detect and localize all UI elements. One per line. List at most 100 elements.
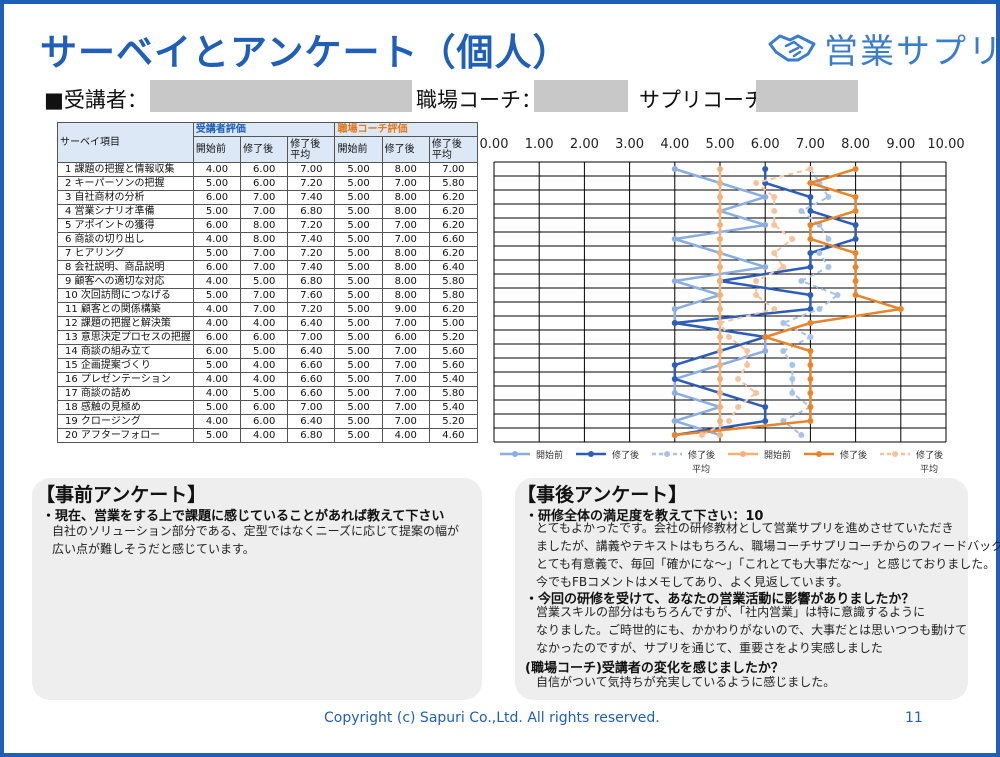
survey-item: 5 アポイントの獲得 bbox=[57, 218, 194, 233]
score-cell: 5.80 bbox=[428, 288, 479, 303]
score-cell: 8.00 bbox=[240, 218, 289, 233]
score-cell: 5.00 bbox=[334, 316, 383, 331]
score-cell: 8.00 bbox=[381, 274, 430, 289]
score-cell: 5.00 bbox=[192, 246, 242, 261]
score-cell: 5.00 bbox=[334, 232, 383, 247]
series-line-1 bbox=[673, 169, 857, 437]
survey-item: 9 顧客への適切な対応 bbox=[57, 274, 194, 289]
post-survey-a2: 営業スキルの部分はもちろんですが、「社内営業」は特に意識するように なりました。… bbox=[536, 605, 968, 655]
legend-marker bbox=[664, 451, 670, 457]
score-cell: 7.00 bbox=[240, 190, 289, 205]
data-point bbox=[753, 292, 760, 298]
score-cell: 4.00 bbox=[192, 274, 242, 289]
score-cell: 5.00 bbox=[192, 204, 242, 219]
data-point bbox=[807, 306, 814, 312]
survey-item: 18 感触の見極め bbox=[57, 400, 194, 415]
copyright: Copyright (c) Sapuri Co.,Ltd. All rights… bbox=[324, 710, 660, 726]
score-cell: 7.00 bbox=[240, 288, 289, 303]
data-point bbox=[789, 362, 796, 368]
data-point bbox=[717, 404, 723, 410]
data-point bbox=[762, 194, 769, 200]
score-cell: 6.00 bbox=[240, 414, 289, 429]
data-point bbox=[798, 432, 805, 438]
data-point bbox=[717, 292, 723, 298]
score-cell: 5.00 bbox=[334, 358, 383, 373]
legend-label: 修了後 bbox=[916, 449, 943, 461]
score-cell: 6.20 bbox=[428, 218, 479, 233]
x-tick-label: 10.00 bbox=[927, 137, 964, 152]
data-point bbox=[762, 222, 769, 228]
score-cell: 6.60 bbox=[428, 232, 479, 247]
data-point bbox=[807, 180, 814, 186]
legend-label: 平均 bbox=[920, 463, 938, 473]
data-point bbox=[816, 306, 823, 312]
score-cell: 6.00 bbox=[240, 176, 289, 191]
data-point bbox=[771, 250, 778, 256]
score-cell: 7.00 bbox=[381, 414, 430, 429]
x-tick-label: 4.00 bbox=[660, 137, 689, 152]
table-row: 6 商談の切り出し 4.00 8.00 7.40 5.00 7.00 6.60 bbox=[57, 232, 479, 247]
data-point bbox=[852, 250, 859, 256]
data-point bbox=[762, 334, 769, 340]
score-cell: 7.00 bbox=[428, 162, 479, 177]
data-point bbox=[726, 418, 733, 424]
post-survey-q2: ・今回の研修を受けて、あなたの営業活動に影響がありましたか？ bbox=[525, 592, 915, 607]
score-cell: 7.20 bbox=[287, 176, 336, 191]
data-point bbox=[717, 348, 723, 354]
score-cell: 4.00 bbox=[192, 316, 242, 331]
survey-item: 12 課題の把握と解決策 bbox=[57, 316, 194, 331]
workplace-coach-name-redacted bbox=[534, 80, 628, 112]
x-tick-label: 3.00 bbox=[615, 137, 644, 152]
table-header-item: サーベイ項目 bbox=[57, 122, 194, 163]
data-point bbox=[798, 208, 805, 214]
score-cell: 5.00 bbox=[192, 176, 242, 191]
pre-survey-box bbox=[32, 478, 482, 700]
data-point bbox=[717, 264, 723, 270]
data-point bbox=[825, 194, 832, 200]
x-tick-label: 0.00 bbox=[480, 137, 509, 152]
score-cell: 5.00 bbox=[334, 428, 383, 443]
trainee-label: ■受講者： bbox=[44, 88, 148, 112]
table-row: 13 意思決定プロセスの把握 6.00 6.00 7.00 5.00 6.00 5.20 bbox=[57, 330, 479, 345]
score-cell: 6.60 bbox=[287, 386, 336, 401]
data-point bbox=[852, 222, 859, 228]
score-cell: 7.00 bbox=[287, 400, 336, 415]
survey-item: 13 意思決定プロセスの把握 bbox=[57, 330, 194, 345]
score-cell: 7.00 bbox=[287, 162, 336, 177]
table-row: 11 顧客との関係構築 4.00 7.00 7.20 5.00 9.00 6.20 bbox=[57, 302, 479, 317]
logo: 営業サプリ bbox=[768, 26, 1000, 72]
score-cell: 5.60 bbox=[428, 344, 479, 359]
score-cell: 7.20 bbox=[287, 218, 336, 233]
data-point bbox=[671, 306, 678, 312]
table-row: 14 商談の組み立て 6.00 5.00 6.40 5.00 7.00 5.60 bbox=[57, 344, 479, 359]
data-point bbox=[753, 278, 760, 284]
handshake-icon bbox=[768, 34, 816, 62]
table-row: 8 会社説明、商品説明 6.00 7.00 7.40 5.00 8.00 6.40 bbox=[57, 260, 479, 275]
post-survey-box bbox=[515, 478, 968, 700]
score-cell: 5.20 bbox=[428, 330, 479, 345]
table-row: 12 課題の把握と解決策 4.00 4.00 6.40 5.00 7.00 5.00 bbox=[57, 316, 479, 331]
score-cell: 5.00 bbox=[334, 274, 383, 289]
data-point bbox=[671, 320, 678, 326]
score-cell: 5.00 bbox=[334, 302, 383, 317]
score-cell: 7.00 bbox=[381, 344, 430, 359]
pre-survey-question: ・現在、営業をする上で課題に感じていることがあれば教えて下さい bbox=[42, 509, 445, 524]
data-point bbox=[807, 250, 814, 256]
data-point bbox=[807, 390, 814, 396]
data-point bbox=[762, 264, 769, 270]
data-point bbox=[717, 306, 723, 312]
pre-survey-title: 【事前アンケート】 bbox=[36, 484, 207, 506]
data-point bbox=[717, 166, 723, 172]
survey-item: 19 クロージング bbox=[57, 414, 194, 429]
score-cell: 7.40 bbox=[287, 190, 336, 205]
table-row: 17 商談の詰め 4.00 5.00 6.60 5.00 7.00 5.80 bbox=[57, 386, 479, 401]
score-cell: 5.60 bbox=[428, 358, 479, 373]
logo-text: 営業サプリ bbox=[824, 31, 1000, 72]
data-point bbox=[717, 390, 723, 396]
data-point bbox=[717, 250, 723, 256]
post-survey-q1: ・研修全体の満足度を教えて下さい：10 bbox=[525, 509, 764, 524]
table-header-trainee: 受講者評価 bbox=[192, 122, 336, 137]
score-cell: 7.00 bbox=[381, 400, 430, 415]
data-point bbox=[771, 208, 778, 214]
table-row: 15 企画提案づくり 5.00 4.00 6.60 5.00 7.00 5.60 bbox=[57, 358, 479, 373]
